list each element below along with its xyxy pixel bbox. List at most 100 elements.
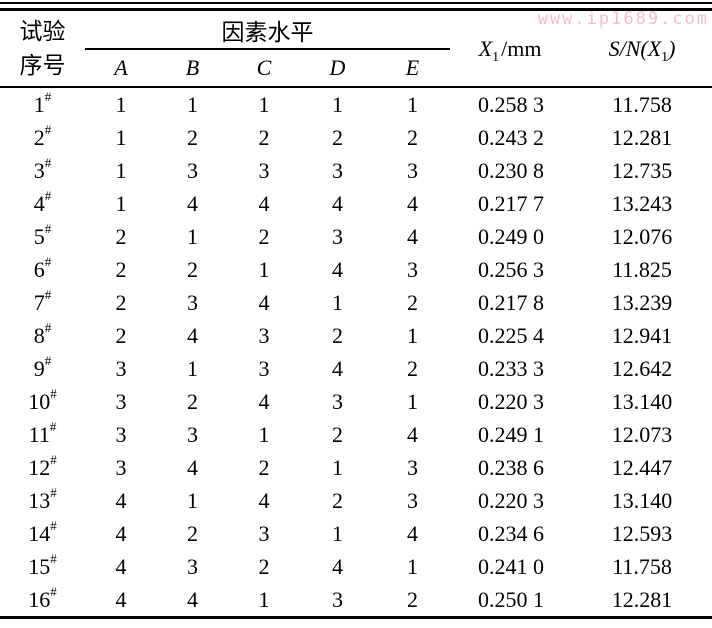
header-factor-levels-group: 因素水平 [85, 9, 451, 50]
hash-superscript: # [50, 584, 57, 600]
hash-superscript: # [50, 485, 57, 501]
hash-superscript: # [44, 287, 52, 303]
factor-level-cell: 2 [115, 223, 127, 249]
trial-number-cell: 8# [33, 320, 52, 348]
header-trial-number: 试验 序号 [0, 10, 85, 88]
factor-level-cell: 4 [187, 586, 198, 612]
sn-value-cell: 13.243 [611, 190, 673, 216]
sn-value-cell: 11.758 [612, 553, 672, 579]
x1-value-cell: 0.220 3 [478, 388, 545, 414]
sn-value-cell: 13.140 [611, 487, 673, 513]
sn-value-cell: 12.073 [611, 421, 673, 447]
header-factor-e: E [405, 55, 420, 80]
factor-level-cell: 2 [332, 124, 343, 150]
sn-value-cell: 12.735 [611, 157, 673, 183]
factor-level-cell: 4 [407, 190, 419, 216]
sn-value-cell: 12.281 [611, 586, 673, 612]
trial-number-cell: 16# [28, 584, 57, 612]
sn-prefix: S/N(X [608, 35, 662, 61]
table-row: 14# 4 2 3 1 4 0.234 6 12.593 [0, 517, 712, 550]
factor-level-cell: 4 [258, 289, 270, 315]
factor-level-cell: 2 [407, 586, 419, 612]
factor-level-cell: 3 [407, 454, 419, 480]
x1-value-cell: 0.225 4 [478, 322, 545, 348]
sn-value-cell: 12.281 [611, 124, 673, 150]
table-row: 16# 4 4 1 3 2 0.250 1 12.281 [0, 583, 712, 618]
x1-value-cell: 0.217 7 [478, 190, 545, 216]
factor-level-cell: 1 [407, 322, 419, 348]
factor-level-cell: 2 [407, 355, 419, 381]
trial-number-cell: 9# [33, 353, 52, 381]
factor-level-cell: 4 [187, 322, 198, 348]
x1-value-cell: 0.256 3 [478, 256, 545, 282]
factor-levels-label: 因素水平 [221, 19, 314, 45]
hash-superscript: # [44, 353, 52, 369]
factor-level-cell: 2 [258, 124, 270, 150]
factor-level-cell: 2 [187, 388, 198, 414]
factor-level-cell: 1 [332, 91, 343, 117]
x1-value-cell: 0.249 0 [478, 223, 545, 249]
factor-level-cell: 2 [407, 289, 419, 315]
trial-number-cell: 1# [33, 89, 52, 117]
factor-level-cell: 1 [407, 91, 419, 117]
factor-level-cell: 2 [258, 454, 270, 480]
orthogonal-experiment-table: 试验 序号 因素水平 X1/mm S/N(X1) A B C D E [0, 8, 712, 619]
factor-level-cell: 4 [115, 487, 127, 513]
hash-superscript: # [50, 551, 57, 567]
table-row: 8# 2 4 3 2 1 0.225 4 12.941 [0, 319, 712, 352]
factor-level-cell: 4 [407, 223, 419, 249]
trial-number-cell: 12# [28, 452, 57, 480]
x1-value-cell: 0.220 3 [478, 487, 545, 513]
x1-value-cell: 0.238 6 [478, 454, 545, 480]
factor-level-cell: 2 [332, 421, 343, 447]
factor-level-cell: 3 [187, 553, 198, 579]
factor-level-cell: 3 [115, 421, 127, 447]
watermark-text: www.ip1689.com [537, 9, 709, 29]
factor-level-cell: 2 [187, 520, 198, 546]
sn-value-cell: 12.642 [611, 355, 673, 381]
x1-subscript: 1 [492, 49, 500, 65]
factor-level-cell: 3 [187, 289, 198, 315]
x1-unit: /mm [501, 35, 542, 61]
factor-level-cell: 1 [258, 586, 270, 612]
table-row: 1# 1 1 1 1 1 0.258 3 11.758 [0, 87, 712, 121]
factor-level-cell: 3 [115, 454, 127, 480]
factor-level-cell: 3 [332, 157, 343, 183]
table-row: 12# 3 4 2 1 3 0.238 6 12.447 [0, 451, 712, 484]
header-factor-d: D [329, 55, 346, 80]
factor-level-cell: 3 [258, 157, 270, 183]
hash-superscript: # [44, 122, 52, 138]
sn-value-cell: 11.825 [612, 256, 672, 282]
table-row: 9# 3 1 3 4 2 0.233 3 12.642 [0, 352, 712, 385]
sn-subscript: 1 [661, 49, 669, 65]
factor-level-cell: 3 [407, 487, 419, 513]
hash-superscript: # [44, 188, 52, 204]
trial-number-cell: 6# [33, 254, 52, 282]
factor-level-cell: 4 [187, 454, 198, 480]
hash-superscript: # [50, 386, 57, 402]
trial-number-cell: 5# [33, 221, 52, 249]
trial-number-cell: 11# [28, 419, 57, 447]
x1-value-cell: 0.243 2 [478, 124, 545, 150]
factor-level-cell: 2 [332, 322, 343, 348]
table-row: 6# 2 2 1 4 3 0.256 3 11.825 [0, 253, 712, 286]
trial-number-cell: 14# [28, 518, 57, 546]
x1-value-cell: 0.230 8 [478, 157, 545, 183]
sn-value-cell: 13.239 [611, 289, 673, 315]
x1-value-cell: 0.258 3 [478, 91, 545, 117]
factor-level-cell: 4 [258, 388, 270, 414]
header-trial-line2: 序号 [19, 52, 66, 78]
sn-value-cell: 11.758 [612, 91, 672, 117]
factor-level-cell: 3 [187, 421, 198, 447]
factor-level-cell: 1 [187, 91, 198, 117]
factor-level-cell: 2 [115, 289, 127, 315]
factor-level-cell: 1 [187, 487, 198, 513]
header-factor-c: C [256, 55, 272, 80]
factor-level-cell: 3 [332, 388, 343, 414]
factor-level-cell: 3 [115, 355, 127, 381]
x1-symbol: X [478, 35, 493, 61]
x1-value-cell: 0.217 8 [478, 289, 545, 315]
trial-number-cell: 10# [28, 386, 57, 414]
factor-level-cell: 1 [332, 454, 343, 480]
